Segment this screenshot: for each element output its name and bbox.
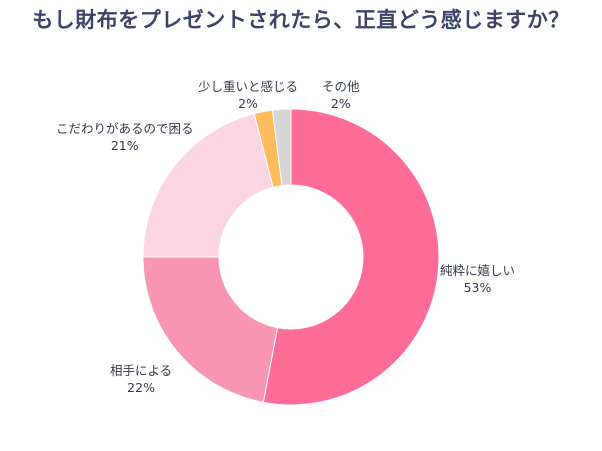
slice-name-4: その他	[322, 79, 360, 94]
slice-name-1: 相手による	[110, 363, 173, 378]
slice-label-3: 少し重いと感じる 2%	[198, 78, 298, 112]
slice-name-3: 少し重いと感じる	[198, 79, 299, 94]
slice-label-4: その他 2%	[322, 78, 360, 112]
chart-title: もし財布をプレゼントされたら、正直どう感じますか？	[32, 8, 570, 32]
slice-value-3: 2%	[238, 96, 258, 111]
slice-value-1: 22%	[127, 380, 155, 395]
slice-0	[262, 108, 440, 406]
slice-2	[142, 113, 274, 258]
slice-value-4: 2%	[330, 96, 351, 111]
slice-1	[142, 256, 279, 403]
slice-value-0: 53%	[463, 280, 492, 295]
slice-label-1: 相手による 22%	[110, 362, 172, 396]
slice-value-2: 21%	[110, 138, 139, 153]
slice-label-2: こだわりがあるので困る 21%	[56, 120, 194, 154]
slice-label-0: 純粋に嬉しい 53%	[440, 262, 515, 296]
slice-4	[271, 108, 292, 187]
slice-name-2: こだわりがあるので困る	[56, 121, 194, 136]
slice-name-0: 純粋に嬉しい	[440, 263, 516, 278]
